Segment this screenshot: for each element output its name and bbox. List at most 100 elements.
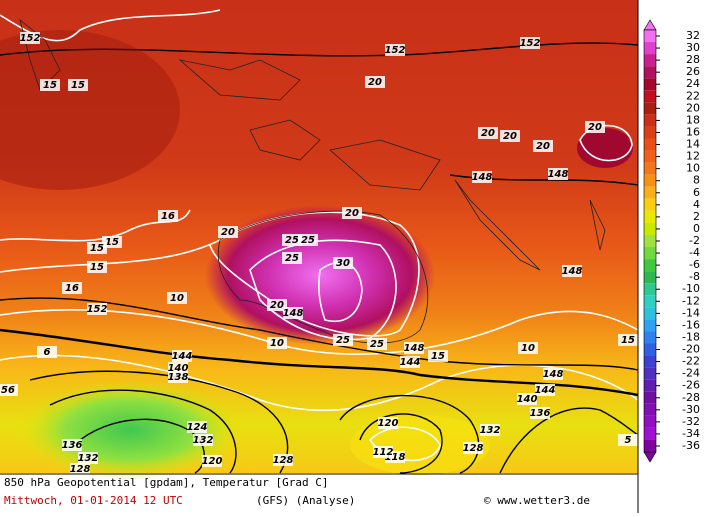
label-bg xyxy=(40,79,60,91)
label-bg xyxy=(500,130,520,142)
colorbar-label: -4 xyxy=(689,246,700,259)
colorbar-label: 14 xyxy=(686,138,700,151)
colorbar-label: -2 xyxy=(689,234,700,247)
contour-label: 20 xyxy=(503,131,517,142)
label-bg xyxy=(342,207,362,219)
label-bg xyxy=(472,171,492,183)
label-bg xyxy=(618,334,638,346)
colorbar-label: 20 xyxy=(686,101,700,114)
contour-label: 25 xyxy=(301,235,315,246)
contour-label: 128 xyxy=(70,464,91,475)
label-bg xyxy=(87,242,107,254)
colorbar-swatch xyxy=(644,42,656,55)
colorbar-swatch xyxy=(644,379,656,392)
contour-label: 128 xyxy=(463,443,484,454)
colorbar-arrow xyxy=(643,19,657,31)
contour-label: 25 xyxy=(336,335,350,346)
contour-label: 132 xyxy=(78,453,99,464)
colorbar-label: -10 xyxy=(682,282,700,295)
colorbar-swatch xyxy=(644,126,656,139)
contour-label: 30 xyxy=(336,258,350,269)
contour-label: 20 xyxy=(345,208,359,219)
colorbar: 32302826242220181614121086420-2-4-6-8-10… xyxy=(643,19,700,463)
colorbar-swatch xyxy=(644,66,656,79)
colorbar-label: 12 xyxy=(686,150,700,163)
label-bg xyxy=(463,442,483,454)
label-bg xyxy=(172,350,192,362)
contour-label: 124 xyxy=(187,422,208,433)
colorbar-label: 4 xyxy=(693,198,700,211)
contour-label: 128 xyxy=(273,455,294,466)
colorbar-label: -8 xyxy=(689,270,700,283)
label-bg xyxy=(618,434,638,446)
colorbar-swatch xyxy=(644,210,656,223)
label-bg xyxy=(400,356,420,368)
colorbar-label: 26 xyxy=(686,65,700,78)
contour-label: 20 xyxy=(536,141,550,152)
label-bg xyxy=(562,265,582,277)
contour-label: 20 xyxy=(270,300,284,311)
contour-label: 148 xyxy=(404,343,425,354)
contour-label: 132 xyxy=(480,425,501,436)
colorbar-swatch xyxy=(644,78,656,91)
label-bg xyxy=(62,282,82,294)
contour-label: 20 xyxy=(588,122,602,133)
label-bg xyxy=(333,257,353,269)
label-bg xyxy=(543,368,563,380)
contour-label: 148 xyxy=(283,308,304,319)
colorbar-swatch xyxy=(644,247,656,260)
label-bg xyxy=(373,446,393,458)
label-bg xyxy=(187,421,207,433)
label-bg xyxy=(533,140,553,152)
colorbar-swatch xyxy=(644,415,656,428)
colorbar-label: -34 xyxy=(682,427,700,440)
colorbar-label: 24 xyxy=(686,77,700,90)
contour-label: 25 xyxy=(370,339,384,350)
contour-label: 20 xyxy=(481,128,495,139)
contour-label: 15 xyxy=(43,80,57,91)
label-bg xyxy=(548,168,568,180)
contour-label: 56 xyxy=(1,385,15,396)
contour-label: 10 xyxy=(270,338,284,349)
colorbar-arrow xyxy=(643,451,657,463)
colorbar-swatch xyxy=(644,102,656,115)
contour-label: 25 xyxy=(285,235,299,246)
label-bg xyxy=(404,342,424,354)
warm-area xyxy=(0,30,180,190)
colorbar-label: -6 xyxy=(689,258,700,271)
label-bg xyxy=(37,346,57,358)
contour-label: 25 xyxy=(285,253,299,264)
contour-label: 138 xyxy=(168,372,189,383)
contour-label: 16 xyxy=(65,283,79,294)
contour-label: 15 xyxy=(621,335,635,346)
contour-label: 15 xyxy=(90,262,104,273)
label-bg xyxy=(70,463,90,475)
colorbar-label: 22 xyxy=(686,89,700,102)
label-bg xyxy=(517,393,537,405)
colorbar-frame xyxy=(643,29,657,453)
label-bg xyxy=(20,32,40,44)
colorbar-swatch xyxy=(644,138,656,151)
label-bg xyxy=(282,252,302,264)
colorbar-label: -28 xyxy=(682,391,700,404)
label-bg xyxy=(520,37,540,49)
label-bg xyxy=(167,292,187,304)
contour-label: 20 xyxy=(221,227,235,238)
colorbar-label: -26 xyxy=(682,379,700,392)
contour-label: 16 xyxy=(161,211,175,222)
contour-label: 15 xyxy=(71,80,85,91)
contour-label: 118 xyxy=(385,452,406,463)
label-bg xyxy=(78,452,98,464)
colorbar-label: 2 xyxy=(693,210,700,223)
contour-label: 148 xyxy=(472,172,493,183)
contour-label: 144 xyxy=(535,385,556,396)
colorbar-swatch xyxy=(644,307,656,320)
colorbar-label: -30 xyxy=(682,403,700,416)
label-bg xyxy=(267,337,287,349)
date-label: Mittwoch, 01-01-2014 12 UTC xyxy=(4,494,183,507)
contour-label: 10 xyxy=(521,343,535,354)
contour-label: 144 xyxy=(400,357,421,368)
label-bg xyxy=(282,234,302,246)
